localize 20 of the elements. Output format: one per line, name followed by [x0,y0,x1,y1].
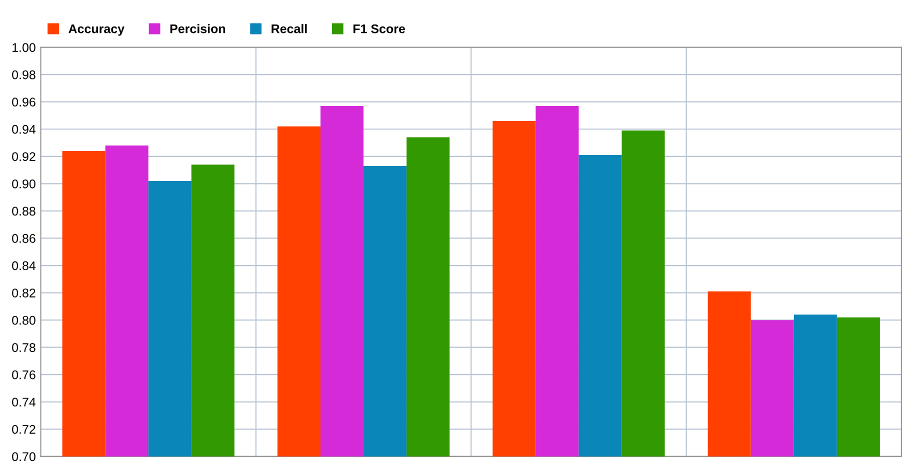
y-tick-label: 0.76 [12,370,36,380]
y-tick-label: 0.78 [12,343,36,352]
legend-label: F1 Score [353,24,406,34]
y-tick-label: 0.70 [12,452,36,462]
y-tick-label: 0.82 [12,288,36,298]
legend-label: Recall [272,24,307,34]
legend-label: Accuracy [68,24,124,36]
y-tick-label: 0.92 [12,152,36,162]
y-tick-label: 0.84 [12,261,36,270]
y-tick-label: 1.00 [12,43,36,52]
y-tick-label: 0.98 [12,70,36,80]
y-tick-label: 0.88 [12,206,36,216]
legend-label: Percision [170,24,226,34]
y-tick-label: 0.72 [12,424,36,434]
y-tick-label: 0.86 [12,234,36,243]
y-tick-label: 0.90 [12,179,36,188]
y-tick-label: 0.96 [12,98,36,107]
y-tick-label: 0.80 [12,316,36,325]
y-tick-label: 0.74 [12,398,36,407]
y-tick-label: 0.94 [12,124,36,134]
